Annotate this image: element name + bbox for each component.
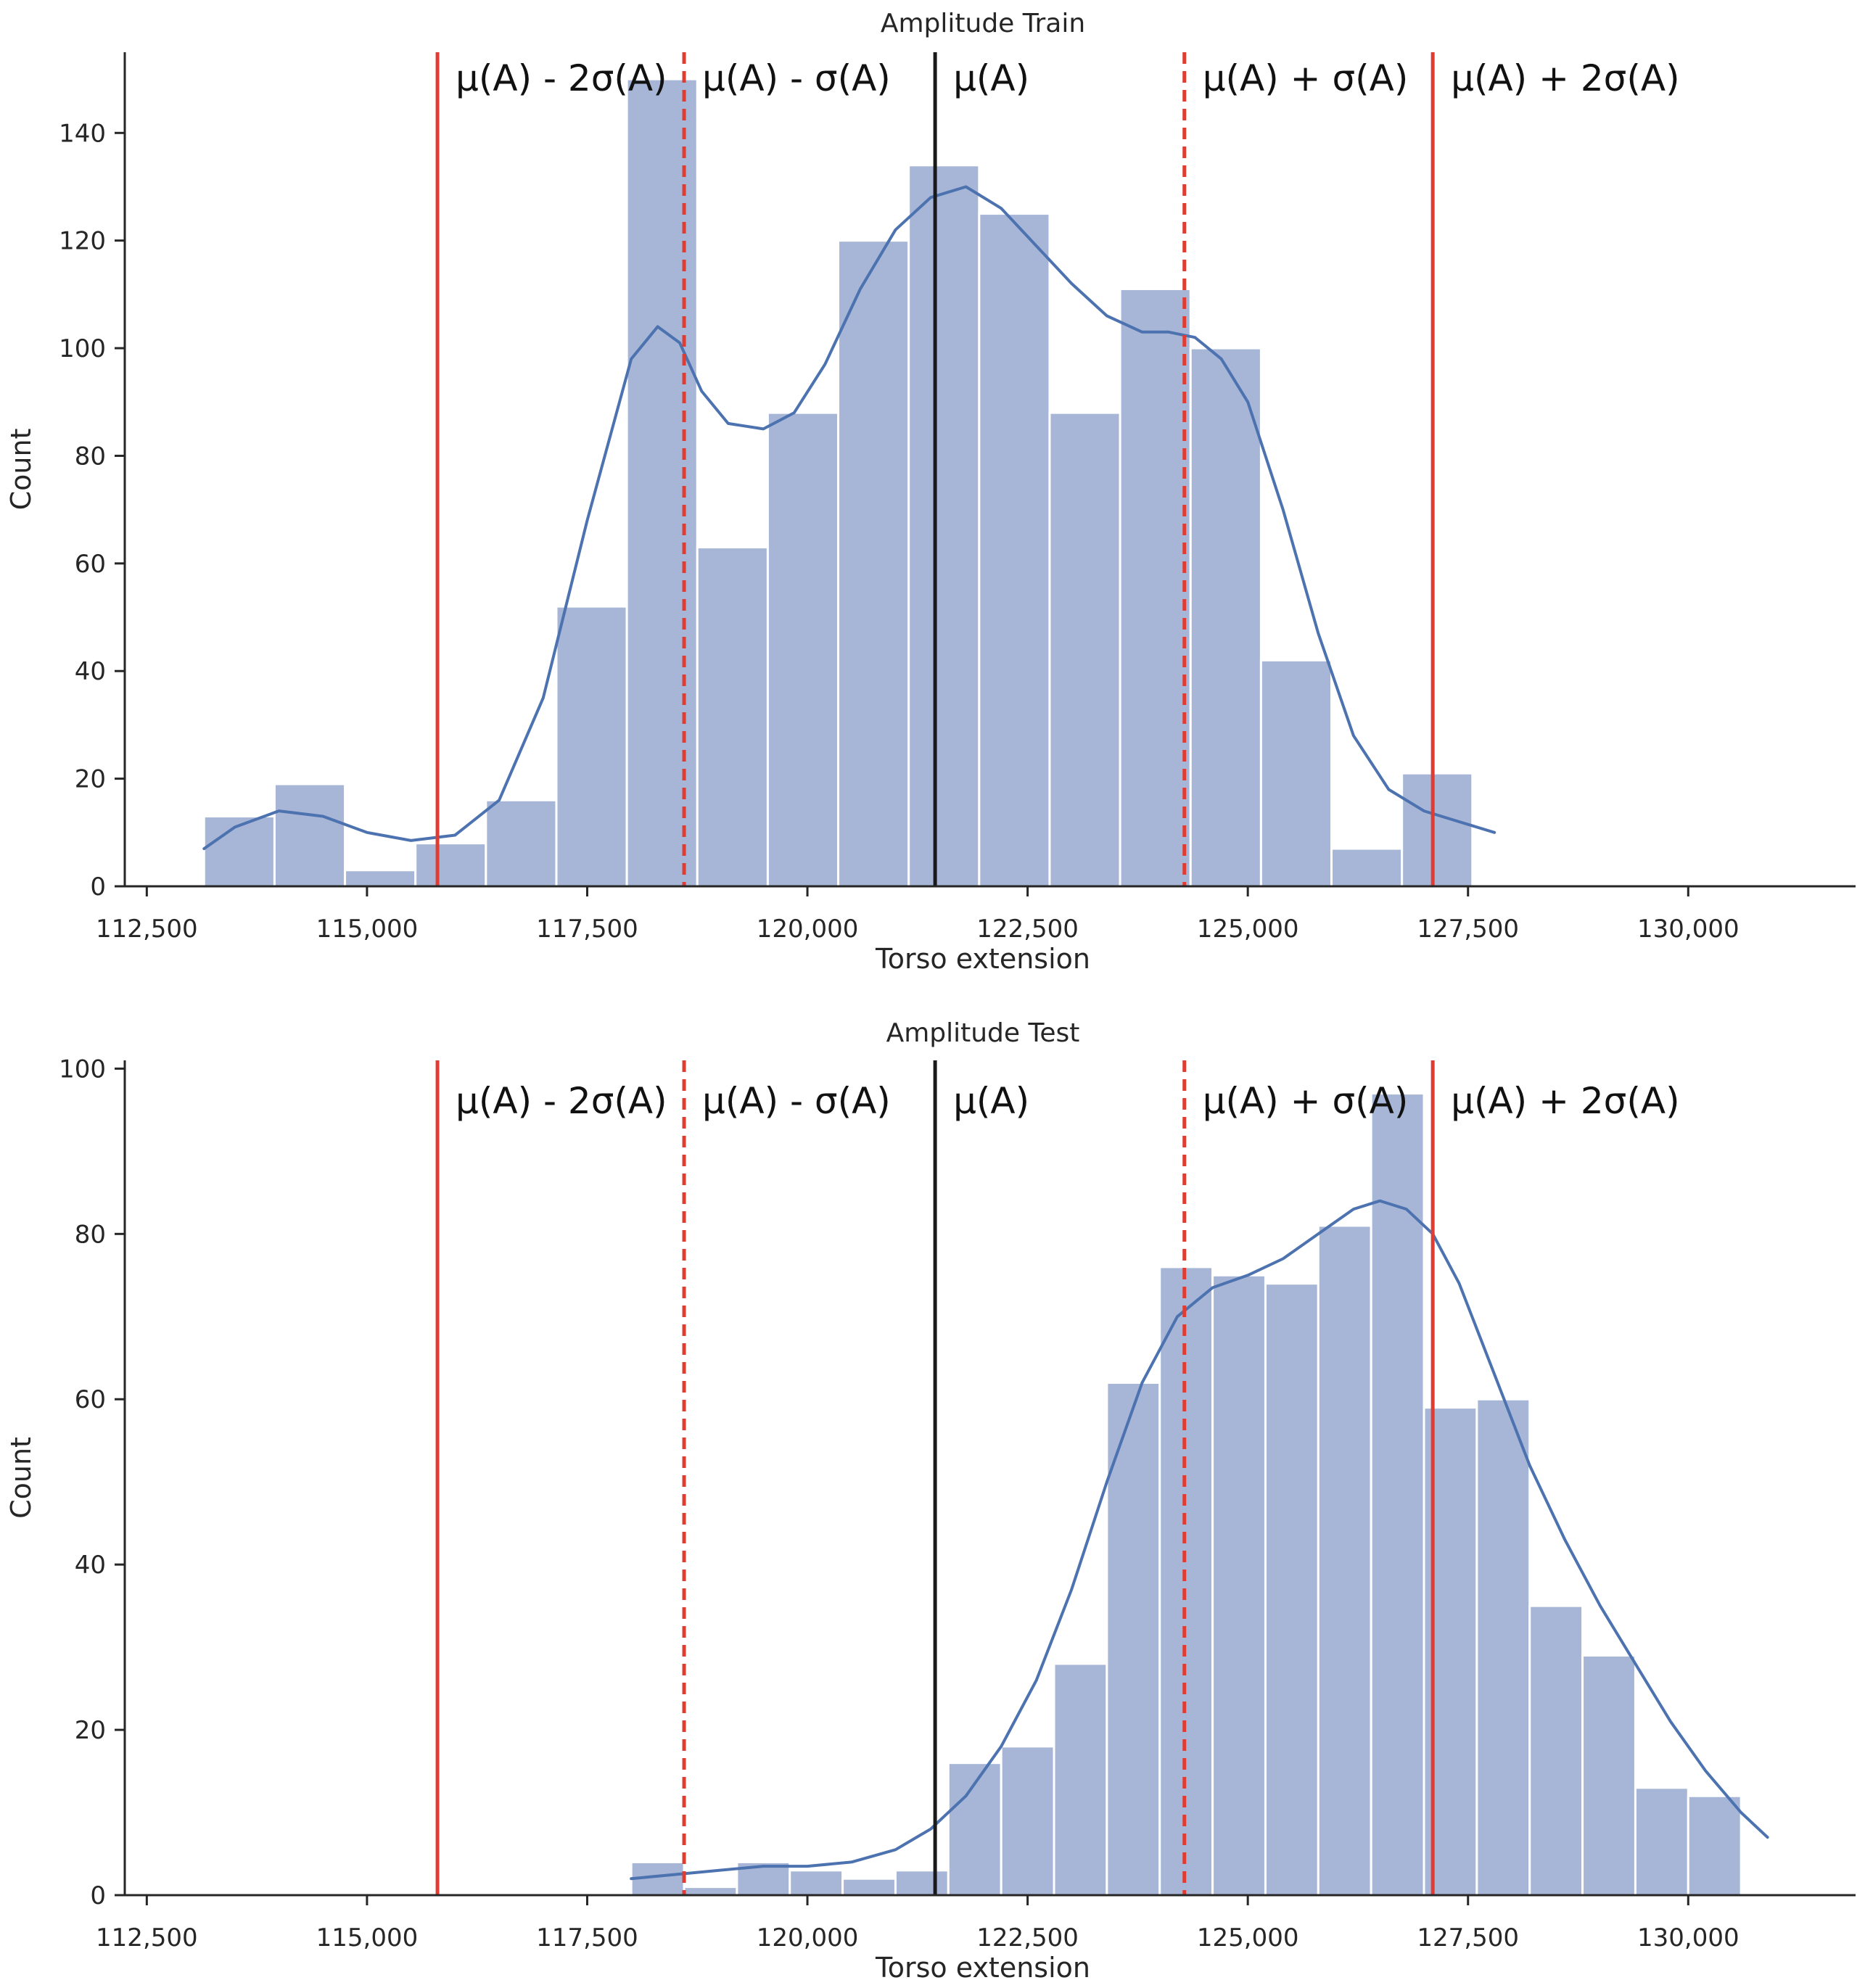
threshold-label-plus-2sigma: μ(A) + 2σ(A) bbox=[1451, 1080, 1679, 1122]
histogram-bar bbox=[1528, 1604, 1584, 1897]
x-tick-label: 117,500 bbox=[536, 915, 638, 944]
x-tick-label: 125,000 bbox=[1197, 915, 1299, 944]
threshold-label-plus-sigma: μ(A) + σ(A) bbox=[1203, 1080, 1409, 1122]
x-ticks: 112,500 115,000 117,500 120,000 122,500 125,0… bbox=[96, 886, 1740, 944]
x-tick-label: 120,000 bbox=[757, 1923, 859, 1952]
x-tick-label: 125,000 bbox=[1197, 1923, 1299, 1952]
histogram-bar bbox=[696, 546, 769, 888]
histogram-bar bbox=[1581, 1654, 1636, 1897]
x-ticks: 112,500 115,000 117,500 120,000 122,500 125,0… bbox=[96, 1895, 1740, 1952]
y-tick-label: 0 bbox=[90, 1881, 106, 1910]
histogram-bar bbox=[555, 605, 628, 888]
histogram-bar bbox=[273, 783, 347, 888]
histogram-bar bbox=[1634, 1786, 1689, 1897]
y-tick-label: 40 bbox=[75, 1551, 106, 1580]
threshold-label-minus-2sigma: μ(A) - 2σ(A) bbox=[456, 57, 667, 99]
threshold-label-minus-2sigma: μ(A) - 2σ(A) bbox=[456, 1080, 667, 1122]
y-axis-label: Count bbox=[5, 1437, 37, 1519]
y-ticks: 0 20 40 60 80 100 120 140 bbox=[59, 119, 125, 902]
histogram-bar bbox=[1053, 1662, 1108, 1897]
y-tick-label: 80 bbox=[75, 442, 106, 471]
threshold-lines: μ(A) - 2σ(A) μ(A) - σ(A) μ(A) μ(A) + σ(A) μ(… bbox=[435, 52, 1680, 886]
threshold-label-plus-sigma: μ(A) + σ(A) bbox=[1203, 57, 1409, 99]
y-tick-label: 20 bbox=[75, 1716, 106, 1745]
y-axis-label: Count bbox=[5, 429, 37, 511]
x-tick-label: 130,000 bbox=[1637, 1923, 1740, 1952]
histogram-bar bbox=[1048, 411, 1121, 888]
x-tick-label: 130,000 bbox=[1637, 915, 1740, 944]
histogram-bar bbox=[683, 1886, 738, 1897]
threshold-label-mu: μ(A) bbox=[953, 1080, 1029, 1122]
y-tick-label: 0 bbox=[90, 873, 106, 902]
y-ticks: 0 20 40 60 80 100 bbox=[59, 1055, 125, 1910]
chart-title: Amplitude Test bbox=[886, 1018, 1080, 1048]
y-tick-label: 40 bbox=[75, 657, 106, 686]
histogram-bar bbox=[414, 842, 487, 888]
histogram-bar bbox=[1264, 1282, 1320, 1897]
kde-curve bbox=[202, 185, 1496, 851]
histogram-bar bbox=[907, 164, 981, 888]
x-axis-label: Torso extension bbox=[875, 1952, 1090, 1984]
histogram-bar bbox=[625, 78, 699, 888]
threshold-lines: μ(A) - 2σ(A) μ(A) - σ(A) μ(A) μ(A) + σ(A) μ(… bbox=[435, 1060, 1680, 1895]
histogram-bars bbox=[202, 78, 1474, 888]
y-tick-label: 80 bbox=[75, 1220, 106, 1249]
x-tick-label: 120,000 bbox=[757, 915, 859, 944]
histogram-bar bbox=[1106, 1381, 1161, 1897]
y-tick-label: 60 bbox=[75, 1385, 106, 1414]
threshold-label-mu: μ(A) bbox=[953, 57, 1029, 99]
histogram-bar bbox=[894, 1869, 950, 1897]
y-tick-label: 60 bbox=[75, 550, 106, 579]
histogram-bar bbox=[485, 799, 558, 888]
histogram-bar bbox=[837, 239, 910, 888]
histogram-bar bbox=[1687, 1794, 1742, 1897]
x-tick-label: 117,500 bbox=[536, 1923, 638, 1952]
histogram-bar bbox=[344, 869, 417, 888]
x-axis-label: Torso extension bbox=[875, 943, 1090, 975]
threshold-label-minus-sigma: μ(A) - σ(A) bbox=[702, 1080, 891, 1122]
y-tick-label: 20 bbox=[75, 765, 106, 794]
histogram-bar bbox=[1189, 347, 1262, 888]
x-tick-label: 127,500 bbox=[1417, 915, 1519, 944]
histogram-bar bbox=[1370, 1092, 1425, 1897]
x-tick-label: 122,500 bbox=[976, 1923, 1079, 1952]
histogram-bar bbox=[1317, 1224, 1372, 1897]
y-tick-label: 140 bbox=[59, 119, 106, 148]
x-tick-label: 115,000 bbox=[316, 1923, 419, 1952]
x-tick-label: 115,000 bbox=[316, 915, 419, 944]
histogram-bar bbox=[766, 411, 840, 888]
y-tick-label: 100 bbox=[59, 334, 106, 363]
x-tick-label: 112,500 bbox=[96, 915, 198, 944]
histogram-bar bbox=[1475, 1398, 1531, 1897]
histogram-bar bbox=[978, 213, 1051, 888]
y-tick-label: 100 bbox=[59, 1055, 106, 1084]
histogram-bar bbox=[1330, 847, 1404, 888]
threshold-label-plus-2sigma: μ(A) + 2σ(A) bbox=[1451, 57, 1679, 99]
threshold-label-minus-sigma: μ(A) - σ(A) bbox=[702, 57, 891, 99]
histogram-bar bbox=[202, 815, 276, 888]
histogram-bar bbox=[789, 1869, 844, 1897]
chart-title: Amplitude Train bbox=[881, 9, 1085, 38]
histogram-bar bbox=[1000, 1745, 1055, 1897]
kde-curve bbox=[630, 1199, 1769, 1881]
histogram-bar bbox=[1211, 1274, 1267, 1897]
x-tick-label: 122,500 bbox=[976, 915, 1079, 944]
histogram-bar bbox=[841, 1877, 897, 1897]
histogram-bar bbox=[1119, 287, 1192, 888]
x-tick-label: 127,500 bbox=[1417, 1923, 1519, 1952]
y-tick-label: 120 bbox=[59, 227, 106, 256]
histogram-bar bbox=[1259, 659, 1333, 888]
histogram-bar bbox=[1401, 772, 1474, 888]
x-tick-label: 112,500 bbox=[96, 1923, 198, 1952]
